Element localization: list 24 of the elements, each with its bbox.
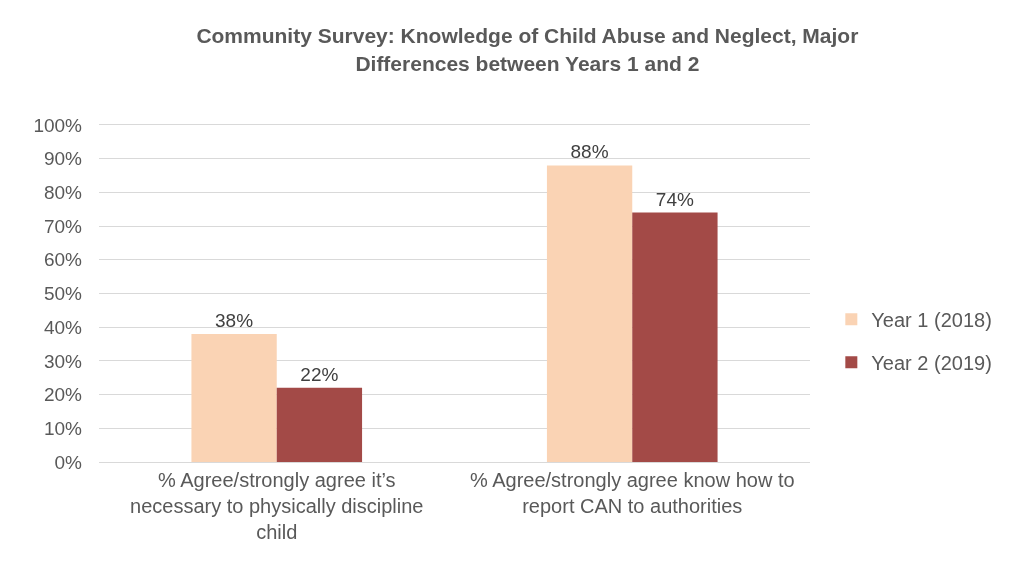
x-tick-label: % Agree/strongly agree it’s necessary to physically discipline child bbox=[130, 469, 424, 544]
bar bbox=[276, 387, 363, 462]
y-tick-label: 0% bbox=[54, 451, 83, 473]
y-tick-label: 60% bbox=[43, 249, 83, 271]
data-label: 88% bbox=[570, 141, 609, 163]
legend-label: Year 2 (2019) bbox=[871, 351, 992, 374]
bar bbox=[191, 333, 277, 462]
bar bbox=[546, 165, 633, 462]
data-label: 38% bbox=[215, 309, 254, 331]
bar bbox=[632, 212, 718, 462]
y-tick-label: 80% bbox=[43, 182, 83, 204]
data-label: 22% bbox=[300, 363, 339, 385]
data-label: 74% bbox=[655, 188, 694, 210]
legend-label: Year 1 (2018) bbox=[871, 308, 992, 331]
y-tick-label: 40% bbox=[43, 316, 83, 338]
y-tick-label: 90% bbox=[43, 148, 83, 170]
x-tick-label: % Agree/strongly agree know how to report CAN to authorities bbox=[469, 469, 795, 518]
y-tick-label: 10% bbox=[43, 417, 83, 439]
y-tick-label: 20% bbox=[43, 384, 83, 406]
y-tick-label: 50% bbox=[43, 283, 83, 305]
y-tick-label: 70% bbox=[43, 215, 83, 237]
y-tick-label: 100% bbox=[33, 114, 83, 136]
chart-title: Community Survey: Knowledge of Child Abuse and Neglect, Major Differences between Years 1 and 2 bbox=[196, 24, 859, 75]
y-tick-label: 30% bbox=[43, 350, 83, 372]
